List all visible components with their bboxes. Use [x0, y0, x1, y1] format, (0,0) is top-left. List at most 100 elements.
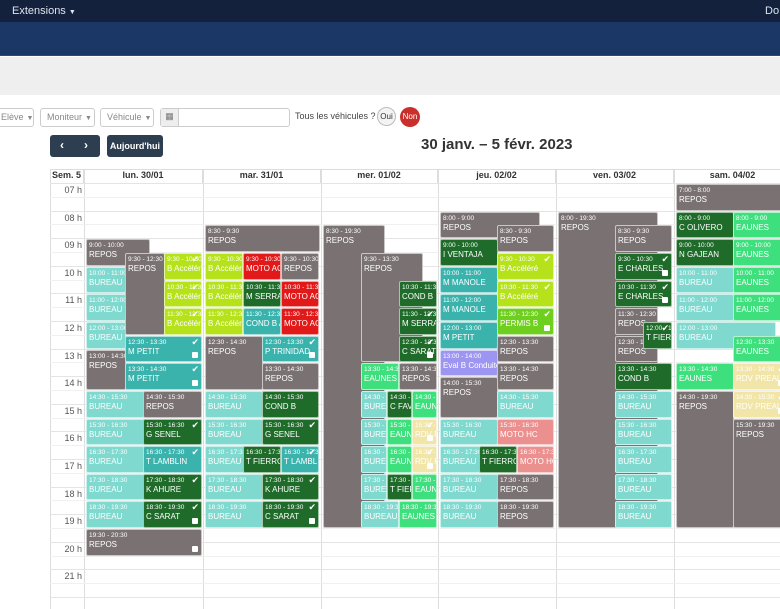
- note-icon[interactable]: [662, 269, 668, 276]
- day-header[interactable]: mar. 31/01: [203, 170, 321, 183]
- date-input[interactable]: ▦: [160, 108, 290, 127]
- calendar-event[interactable]: 14:30 - 19:30 REPOS: [676, 391, 734, 528]
- calendar-event[interactable]: 8:30 - 9:30 REPOS: [205, 225, 320, 252]
- calendar-event[interactable]: 9:30 - 10:30 REPOS: [281, 253, 319, 280]
- note-icon[interactable]: [662, 297, 668, 304]
- calendar-event[interactable]: 18:30 - 19:30 BUREAU: [361, 501, 399, 528]
- prev-button[interactable]: ‹: [60, 138, 64, 152]
- calendar-event[interactable]: 10:30 - 11:30 B Accéléré: [205, 280, 243, 308]
- calendar-event[interactable]: 18:30 - 19:30 BUREAU: [615, 501, 672, 528]
- note-icon[interactable]: [192, 379, 198, 386]
- vehicule-select[interactable]: Véhicule ▼: [100, 108, 154, 127]
- calendar-event[interactable]: 11:30 - 12:30 B Accéléré ✔: [164, 308, 202, 335]
- calendar-event[interactable]: 14:30 - 15:30 COND B: [262, 391, 319, 418]
- note-icon[interactable]: [427, 352, 433, 359]
- calendar-event[interactable]: 9:30 - 10:30 B Accéléré ✔: [497, 253, 554, 280]
- note-icon[interactable]: [192, 352, 198, 359]
- calendar-event[interactable]: 9:30 - 10:30 E CHARLES ✔: [615, 253, 672, 280]
- calendar-event[interactable]: 9:30 - 10:30 B Accéléré ✔: [164, 253, 202, 280]
- calendar-event[interactable]: 9:00 - 10:00 N GAJEAN: [676, 239, 734, 266]
- calendar-event[interactable]: 15:30 - 19:30 REPOS: [733, 418, 780, 528]
- calendar-event[interactable]: 18:30 - 19:30 REPOS: [497, 501, 554, 528]
- extensions-menu[interactable]: Extensions ▼: [12, 5, 76, 17]
- calendar-event[interactable]: 13:30 - 14:30 COND B: [615, 363, 672, 390]
- calendar-event[interactable]: 13:30 - 14:30 REPOS: [262, 363, 319, 390]
- calendar-event[interactable]: 11:30 - 12:30 COND B A: [243, 308, 281, 335]
- calendar-event[interactable]: 10:30 - 11:30 M SERRA: [243, 280, 281, 308]
- calendar-event[interactable]: 11:00 - 12:00 BUREAU: [86, 294, 126, 321]
- calendar-event[interactable]: 9:30 - 10:30 B Accéléré: [205, 253, 243, 280]
- calendar-event[interactable]: 14:00 - 15:30 REPOS: [440, 377, 498, 418]
- calendar-event[interactable]: 8:30 - 9:30 REPOS: [615, 225, 672, 252]
- calendar-event[interactable]: 8:30 - 9:30 REPOS: [497, 225, 554, 252]
- note-icon[interactable]: [544, 324, 550, 331]
- day-header[interactable]: lun. 30/01: [84, 170, 203, 183]
- calendar-event[interactable]: 18:30 - 19:30 BUREAU: [205, 501, 263, 528]
- calendar-event[interactable]: 11:30 - 12:30 PERMIS B ✔: [497, 308, 554, 335]
- calendar-event[interactable]: 10:00 - 11:00 EAUNES: [733, 266, 780, 294]
- calendar-event[interactable]: 11:30 - 12:30 M SERRA ✔: [399, 308, 437, 335]
- calendar-event[interactable]: 9:30 - 12:30 REPOS: [125, 253, 165, 335]
- non-toggle[interactable]: Non: [400, 107, 420, 127]
- note-icon[interactable]: [309, 352, 315, 359]
- calendar-event[interactable]: 13:30 - 14:30 EAUNES: [676, 363, 734, 390]
- note-icon[interactable]: [427, 462, 433, 469]
- calendar-event[interactable]: 9:00 - 10:00 EAUNES: [733, 239, 780, 266]
- calendar-event[interactable]: 15:30 - 16:30 MOTO HC: [497, 418, 554, 446]
- calendar-event[interactable]: 12:30 - 13:30 REPOS: [497, 335, 554, 363]
- calendar-event[interactable]: 12:00 - 13:00 BUREAU: [86, 322, 126, 349]
- calendar-event[interactable]: 17:30 - 18:30 K AHURE ✔: [262, 473, 319, 501]
- calendar-event[interactable]: 11:30 - 12:30 B Accéléré: [205, 308, 243, 335]
- calendar-event[interactable]: 16:30 - 17:30T LAMBLIN✔: [281, 446, 319, 473]
- day-header[interactable]: jeu. 02/02: [438, 170, 556, 183]
- calendar-event[interactable]: 16:30 - 17:30 T FIERRO: [479, 446, 517, 473]
- calendar-event[interactable]: 10:30 - 11:30 B Accéléré ✔: [497, 280, 554, 308]
- calendar-event[interactable]: 17:30 - 18:30 K AHURE ✔: [143, 473, 202, 501]
- calendar-icon[interactable]: ▦: [161, 109, 179, 126]
- calendar-event[interactable]: 15:30 - 16:30 G SENEL ✔: [262, 418, 319, 446]
- calendar-event[interactable]: 12:30 - 13:30 P TRINIDAD ✔: [262, 335, 319, 363]
- note-icon[interactable]: [778, 379, 780, 386]
- calendar-event[interactable]: 13:30 - 14:30 EAUNES: [361, 363, 399, 390]
- calendar-event[interactable]: 10:00 - 11:00 BUREAU: [86, 266, 126, 294]
- oui-toggle[interactable]: Oui: [377, 107, 396, 126]
- calendar-event[interactable]: 13:00 - 14:30 REPOS: [86, 349, 126, 390]
- day-header[interactable]: mer. 01/02: [321, 170, 438, 183]
- calendar-event[interactable]: 8:00 - 9:00 EAUNES: [733, 211, 780, 239]
- calendar-event[interactable]: 12:00 - 13:00 M PETIT: [440, 322, 498, 349]
- calendar-event[interactable]: 11:00 - 12:00 M MANOLE: [440, 294, 498, 321]
- calendar-event[interactable]: 10:30 - 11:30 COND B: [399, 280, 437, 308]
- calendar-event[interactable]: 15:30 - 16:30 G SENEL ✔: [143, 418, 202, 446]
- calendar-event[interactable]: 13:00 - 14:00 Eval B Conduite: [440, 349, 498, 377]
- calendar-event[interactable]: 10:30 - 11:30 E CHARLES ✔: [615, 280, 672, 308]
- calendar-event[interactable]: 13:30 - 14:30 REPOS: [399, 363, 437, 390]
- next-button[interactable]: ›: [84, 138, 88, 152]
- moniteur-select[interactable]: Moniteur ▼: [40, 108, 95, 127]
- calendar-event[interactable]: 18:30 - 19:30 EAUNES: [399, 501, 437, 528]
- note-icon[interactable]: [309, 517, 315, 524]
